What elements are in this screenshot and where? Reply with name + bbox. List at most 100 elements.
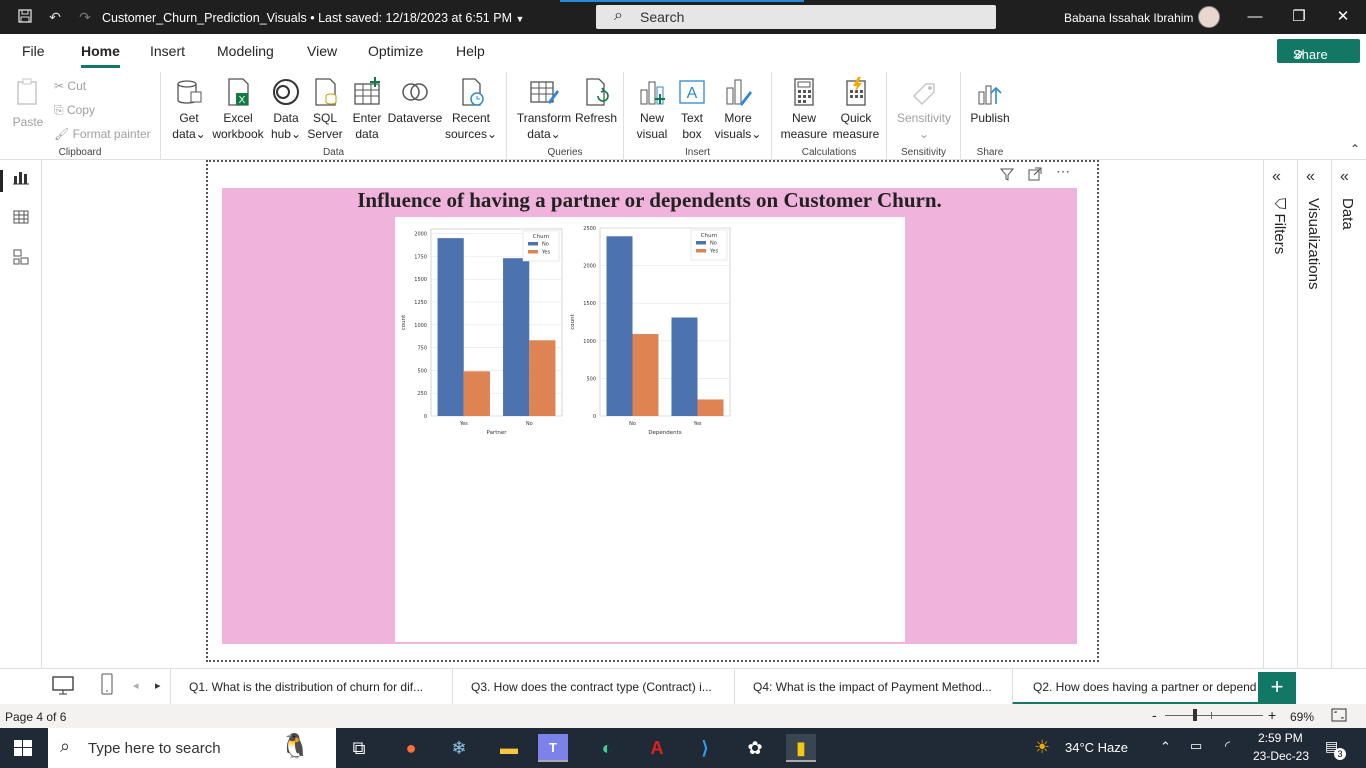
publish-button[interactable]: Publish bbox=[967, 76, 1013, 126]
dataverse-label: Dataverse bbox=[387, 111, 443, 125]
notification-count: 3 bbox=[1334, 748, 1346, 760]
recent-sources-icon bbox=[462, 78, 484, 106]
tab-insert[interactable]: Insert bbox=[150, 43, 186, 59]
quick-measure-label-1: Quick bbox=[840, 111, 872, 125]
zoom-in-button[interactable]: + bbox=[1268, 707, 1277, 723]
close-button[interactable]: ✕ bbox=[1336, 8, 1350, 25]
new-measure-button[interactable]: New measure bbox=[778, 76, 830, 142]
data-pane[interactable]: « Data bbox=[1332, 160, 1366, 668]
model-view-icon[interactable] bbox=[8, 248, 34, 274]
text-box-label-2: box bbox=[682, 127, 702, 141]
page-tab-q1[interactable]: Q1. What is the distribution of churn fo… bbox=[170, 669, 452, 705]
focus-mode-icon[interactable] bbox=[1028, 167, 1042, 184]
zoom-out-button[interactable]: - bbox=[1152, 707, 1157, 723]
tab-file[interactable]: File bbox=[22, 43, 45, 59]
redo-icon[interactable]: ↷ bbox=[79, 9, 91, 25]
tab-modeling[interactable]: Modeling bbox=[217, 43, 274, 59]
dataverse-button[interactable]: Dataverse bbox=[387, 76, 443, 126]
wifi-icon[interactable]: ◜ bbox=[1225, 738, 1231, 753]
firefox-icon[interactable]: ● bbox=[405, 738, 417, 758]
chatgpt-icon[interactable]: ✿ bbox=[747, 738, 763, 758]
more-visuals-button[interactable]: More visuals⌄ bbox=[712, 76, 764, 142]
refresh-button[interactable]: Refresh bbox=[573, 76, 619, 126]
page-tab-q2[interactable]: Q2. How does having a partner or depend bbox=[1012, 669, 1258, 705]
text-box-button[interactable]: A Text box bbox=[674, 76, 710, 142]
restore-button[interactable]: ❐ bbox=[1292, 8, 1306, 25]
transform-data-button[interactable]: Transform data⌄ bbox=[515, 76, 573, 142]
chevron-left-icon[interactable]: « bbox=[1272, 168, 1281, 185]
bar-yes-yes bbox=[697, 399, 724, 416]
user-name[interactable]: Babana Issahak Ibrahim bbox=[1064, 11, 1194, 25]
enter-data-button[interactable]: Enter data bbox=[347, 76, 387, 142]
paste-label: Paste bbox=[12, 115, 44, 129]
battery-icon[interactable]: ▭ bbox=[1190, 738, 1203, 753]
chevron-up-icon[interactable]: ⌃ bbox=[1160, 739, 1171, 754]
image-visual[interactable]: 0 250 500 750 1000 1250 1500 1750 2000 Yes No Partn… bbox=[395, 217, 905, 642]
filters-pane-title: ⛉ Filters bbox=[1271, 198, 1288, 254]
y-tick-label: 1500 bbox=[583, 301, 596, 307]
sensitivity-button[interactable]: Sensitivity ⌄ bbox=[893, 76, 955, 142]
churn-charts: 0 250 500 750 1000 1250 1500 1750 2000 Yes No Partn… bbox=[401, 226, 731, 436]
tab-view[interactable]: View bbox=[307, 43, 338, 59]
tab-help[interactable]: Help bbox=[456, 43, 485, 59]
collapse-ribbon-icon[interactable]: ⌃ bbox=[1350, 142, 1361, 156]
avatar[interactable] bbox=[1198, 6, 1220, 28]
zoom-slider[interactable] bbox=[1165, 715, 1263, 716]
new-visual-button[interactable]: New visual bbox=[632, 76, 672, 142]
cut-button[interactable]: ✂ Cut bbox=[54, 79, 86, 93]
paste-button[interactable]: Paste bbox=[10, 76, 46, 129]
data-hub-button[interactable]: Data hub⌄ bbox=[267, 76, 305, 142]
scroll-right-icon[interactable]: ▸ bbox=[155, 680, 161, 692]
share-button[interactable]: ⇗ Share ⌄ bbox=[1277, 39, 1360, 63]
windows-start-icon[interactable] bbox=[14, 740, 32, 761]
clock-time[interactable]: 2:59 PM bbox=[1258, 731, 1303, 745]
search-input[interactable]: ⌕ Search bbox=[596, 5, 996, 29]
file-explorer-icon[interactable]: ▬ bbox=[500, 738, 518, 758]
acrobat-icon[interactable]: A bbox=[650, 738, 664, 758]
snowflake-app-icon[interactable]: ❄ bbox=[451, 738, 467, 758]
add-page-button[interactable]: + bbox=[1258, 672, 1296, 704]
chevron-left-icon[interactable]: « bbox=[1340, 168, 1349, 185]
desktop-layout-icon[interactable] bbox=[52, 675, 74, 698]
weather-text[interactable]: 34°C Haze bbox=[1065, 740, 1129, 755]
tab-home[interactable]: Home bbox=[81, 43, 120, 68]
taskbar-search-input[interactable]: ⌕ Type here to search 🐧 bbox=[48, 728, 336, 768]
teams-icon[interactable]: T bbox=[538, 734, 568, 762]
page-tab-q4[interactable]: Q4: What is the impact of Payment Method… bbox=[734, 669, 1012, 705]
sql-server-button[interactable]: SQL Server bbox=[305, 76, 345, 142]
table-view-icon[interactable] bbox=[8, 208, 34, 234]
recent-sources-button[interactable]: Recent sources⌄ bbox=[443, 76, 499, 142]
minimize-button[interactable]: — bbox=[1247, 8, 1263, 25]
save-icon[interactable] bbox=[16, 8, 34, 26]
zoom-level[interactable]: 69% bbox=[1290, 710, 1315, 724]
page-frame bbox=[206, 160, 1099, 662]
publish-label: Publish bbox=[970, 111, 1010, 125]
mobile-layout-icon[interactable] bbox=[100, 673, 114, 698]
copy-button[interactable]: ⎘ Copy bbox=[54, 103, 95, 118]
undo-icon[interactable]: ↶ bbox=[49, 9, 61, 25]
format-painter-button[interactable]: 🖌 Format painter bbox=[54, 127, 151, 141]
quick-measure-button[interactable]: Quick measure bbox=[830, 76, 882, 142]
document-title[interactable]: Customer_Churn_Prediction_Visuals • Last… bbox=[102, 11, 524, 25]
more-visuals-label-2: visuals bbox=[714, 127, 752, 141]
filter-icon[interactable] bbox=[999, 167, 1015, 184]
filters-pane[interactable]: « ⛉ Filters bbox=[1264, 160, 1298, 668]
excel-workbook-button[interactable]: X Excel workbook bbox=[209, 76, 267, 142]
power-bi-icon[interactable]: ▮ bbox=[786, 734, 816, 762]
tab-optimize[interactable]: Optimize bbox=[368, 43, 424, 59]
get-data-button[interactable]: Get data⌄ bbox=[169, 76, 209, 142]
scroll-left-icon[interactable]: ◂ bbox=[133, 680, 139, 692]
legend-title: Churn bbox=[533, 234, 550, 240]
vscode-icon[interactable]: ⟩ bbox=[701, 738, 709, 758]
report-view-icon[interactable] bbox=[0, 168, 34, 194]
visualizations-pane[interactable]: « Visualizations bbox=[1298, 160, 1332, 668]
task-view-icon[interactable]: ⧉ bbox=[352, 738, 366, 758]
zoom-slider-thumb[interactable] bbox=[1193, 709, 1197, 721]
edge-icon[interactable]: ◐ bbox=[601, 738, 613, 758]
data-label: Data bbox=[1339, 198, 1356, 230]
page-tab-q3[interactable]: Q3. How does the contract type (Contract… bbox=[452, 669, 734, 705]
clock-date[interactable]: 23-Dec-23 bbox=[1253, 749, 1310, 763]
more-options-icon[interactable]: ⋯ bbox=[1056, 163, 1070, 179]
fit-to-page-icon[interactable] bbox=[1331, 708, 1347, 725]
chevron-left-icon[interactable]: « bbox=[1306, 168, 1315, 185]
